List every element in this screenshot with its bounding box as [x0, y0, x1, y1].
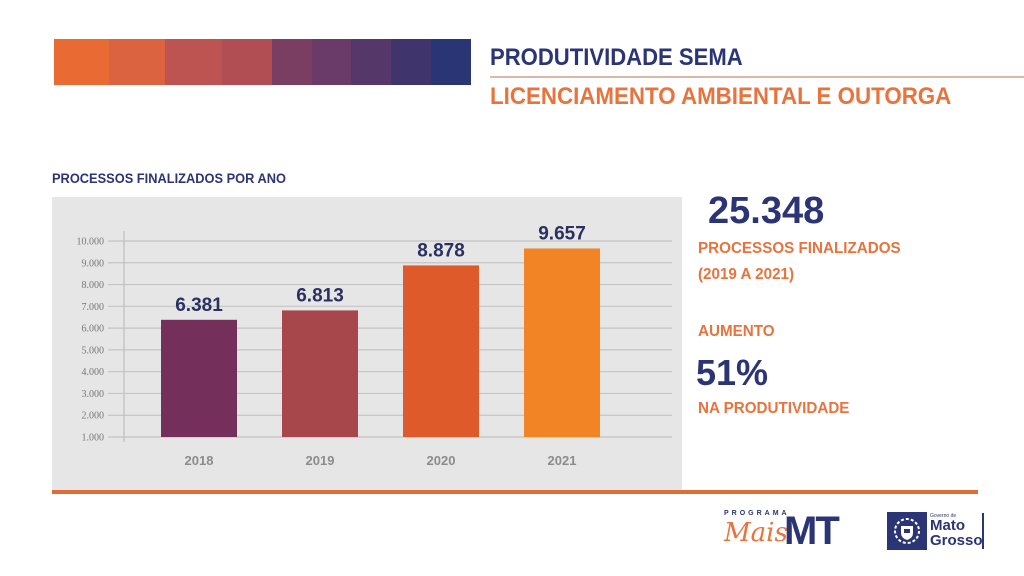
increase-value: 51% [696, 352, 769, 393]
bar-value-label: 9.657 [538, 223, 586, 244]
bar-value-label: 6.381 [175, 295, 223, 316]
logo-mt-text: MT [784, 509, 840, 553]
color-swatch [391, 39, 431, 85]
logo-programa-text: PROGRAMA [724, 510, 790, 517]
logo-grosso-text: Grosso [930, 532, 983, 549]
x-tick-label: 2019 [306, 453, 335, 468]
chart-title: PROCESSOS FINALIZADOS POR ANO [52, 171, 286, 186]
y-tick-label: 3.000 [82, 389, 105, 400]
color-swatch [222, 39, 272, 85]
logo-mais-text: Mais [724, 518, 788, 548]
color-swatch [165, 39, 222, 85]
x-tick-label: 2021 [548, 453, 577, 468]
logo-governo-de-text: Governo de [930, 513, 957, 519]
bar-2020 [403, 265, 479, 437]
y-tick-label: 7.000 [82, 302, 105, 313]
bar-2019 [282, 310, 358, 437]
total-processes-value: 25.348 [708, 190, 825, 232]
page-subtitle: LICENCIAMENTO AMBIENTAL E OUTORGA [490, 83, 952, 110]
coat-of-arms-icon [887, 512, 927, 550]
footer-divider [52, 490, 978, 494]
increase-label: AUMENTO [698, 323, 775, 340]
governo-mato-grosso-logo: Governo de Mato Grosso [887, 512, 987, 552]
x-tick-label: 2018 [185, 453, 214, 468]
total-processes-period: (2019 A 2021) [698, 266, 795, 283]
color-swatch [351, 39, 391, 85]
color-swatch [54, 39, 109, 85]
color-swatch [272, 39, 312, 85]
y-tick-label: 10.000 [77, 237, 105, 248]
total-processes-label: PROCESSOS FINALIZADOS [698, 240, 901, 257]
y-tick-label: 9.000 [82, 258, 105, 269]
bar-2018 [161, 319, 237, 437]
color-swatch [431, 39, 471, 85]
color-swatch [109, 39, 165, 85]
color-swatch [312, 39, 351, 85]
bar-chart: 1.000 2.000 3.000 4.000 5.000 6.000 7.000 8.000… [77, 223, 672, 468]
y-tick-label: 2.000 [82, 411, 105, 422]
logo-divider [982, 513, 984, 549]
y-tick-label: 6.000 [82, 324, 105, 335]
increase-suffix: NA PRODUTIVIDADE [698, 400, 850, 417]
x-tick-label: 2020 [427, 453, 456, 468]
bar-value-label: 8.878 [417, 240, 465, 261]
y-tick-label: 4.000 [82, 367, 105, 378]
y-tick-label: 1.000 [82, 433, 105, 444]
color-swatch-strip [54, 39, 471, 85]
y-tick-label: 5.000 [82, 345, 105, 356]
y-tick-label: 8.000 [82, 280, 105, 291]
logo-mato-text: Mato [930, 517, 965, 534]
page-title: PRODUTIVIDADE SEMA [490, 44, 743, 71]
bar-value-label: 6.813 [296, 285, 344, 306]
bar-2021 [524, 248, 600, 437]
header-divider [490, 76, 1024, 78]
programa-mais-mt-logo: PROGRAMA Mais MT [724, 510, 859, 552]
